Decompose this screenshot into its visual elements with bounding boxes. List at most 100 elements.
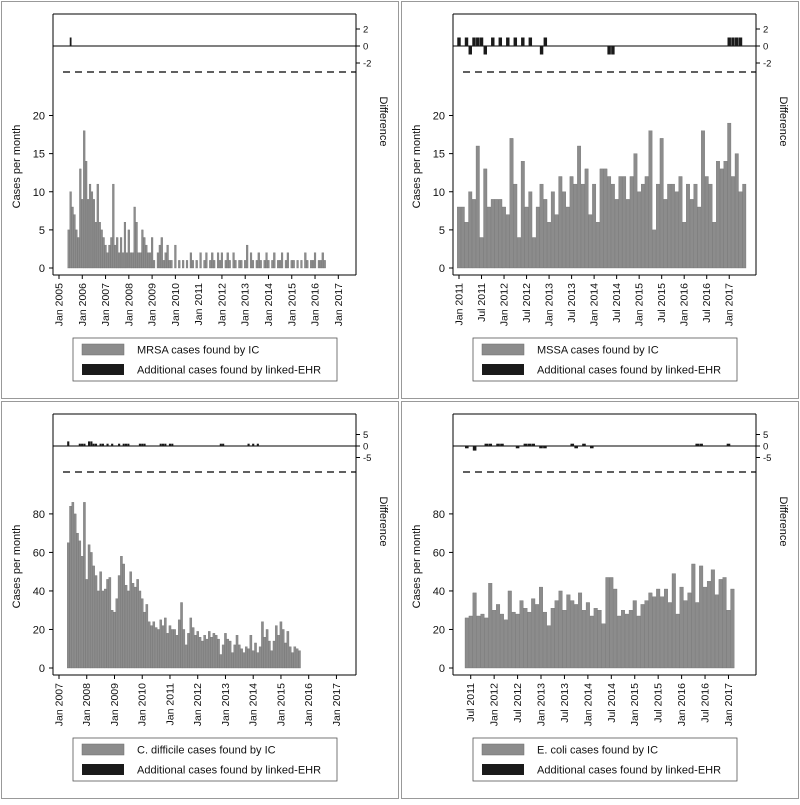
ic-cases-bar — [80, 556, 84, 669]
ic-cases-bar — [742, 183, 747, 269]
ic-cases-bar — [214, 635, 218, 669]
ic-cases-bar — [310, 260, 313, 269]
y-tick-label: 15 — [33, 149, 45, 161]
ic-cases-bar — [502, 206, 506, 269]
ic-cases-bar — [137, 252, 140, 269]
ic-cases-bar — [166, 633, 169, 669]
ic-cases-bar — [291, 652, 294, 669]
ic-cases-bar — [210, 637, 213, 669]
ic-cases-bar — [244, 260, 247, 269]
ic-cases-bar — [171, 629, 174, 669]
ic-cases-bar — [472, 592, 477, 669]
ic-cases-bar — [580, 183, 585, 269]
difference-tick-label: -2 — [763, 59, 771, 70]
ic-cases-bar — [523, 608, 528, 669]
ic-cases-bar — [503, 619, 508, 669]
ic-cases-bar — [699, 565, 704, 669]
linked-ehr-difference-bar — [523, 443, 528, 446]
linked-ehr-difference-bar — [727, 37, 731, 46]
legend-label-linked-ehr: Additional cases found by linked-EHR — [537, 365, 721, 377]
ic-cases-bar — [577, 145, 582, 269]
ic-cases-bar — [71, 502, 75, 669]
ic-cases-bar — [609, 577, 614, 669]
ic-cases-bar — [251, 260, 255, 269]
linked-ehr-difference-bar — [90, 441, 93, 446]
linked-ehr-difference-bar — [159, 443, 162, 446]
ic-cases-bar — [727, 122, 732, 269]
x-tick-label: Jan 2016 — [676, 683, 688, 726]
y-tick-label: 10 — [433, 187, 445, 199]
ic-cases-bar — [203, 260, 206, 269]
ic-cases-bar — [710, 569, 715, 669]
ic-cases-bar — [306, 260, 309, 269]
ic-cases-bar — [104, 244, 107, 269]
y-axis-title: Cases per month — [11, 525, 23, 609]
linked-ehr-difference-bar — [78, 443, 81, 446]
ic-cases-bar — [249, 252, 253, 269]
legend-label-ic: MRSA cases found by IC — [137, 345, 259, 357]
ic-cases-bar — [131, 583, 135, 669]
ic-cases-bar — [94, 575, 98, 669]
x-tick-label: Jan 2013 — [544, 283, 556, 326]
ic-cases-bar — [87, 544, 91, 669]
ic-cases-bar — [697, 206, 702, 269]
ic-cases-bar — [476, 615, 481, 669]
ic-cases-bar — [127, 590, 130, 669]
ic-cases-bar — [182, 260, 185, 269]
ic-cases-bar — [129, 252, 132, 269]
ic-cases-bar — [570, 600, 575, 669]
legend-label-ic: C. difficile cases found by IC — [137, 745, 276, 757]
ic-cases-bar — [483, 168, 488, 269]
linked-ehr-difference-bar — [252, 443, 255, 446]
ic-cases-bar — [464, 617, 469, 669]
ic-cases-bar — [487, 206, 491, 269]
ic-cases-bar — [164, 252, 167, 269]
linked-ehr-difference-bar — [138, 443, 141, 446]
ic-cases-bar — [116, 237, 119, 269]
y-tick-label: 5 — [439, 225, 445, 237]
ic-cases-bar — [238, 260, 241, 269]
ic-cases-bar — [263, 260, 266, 269]
ic-cases-bar — [88, 183, 92, 269]
ic-cases-bar — [78, 540, 82, 669]
x-tick-label: Jan 2013 — [240, 283, 252, 326]
ic-cases-bar — [162, 260, 165, 269]
ic-cases-bar — [546, 625, 551, 669]
panel-frame — [401, 401, 799, 799]
ic-cases-bar — [656, 588, 661, 669]
ic-cases-bar — [641, 183, 645, 269]
ic-cases-bar — [249, 635, 253, 669]
ic-cases-bar — [547, 222, 551, 269]
ic-cases-bar — [605, 577, 610, 669]
ic-cases-bar — [704, 176, 709, 269]
linked-ehr-difference-bar — [570, 443, 575, 446]
ic-cases-bar — [67, 542, 70, 669]
ic-cases-bar — [296, 260, 299, 269]
y-tick-label: 5 — [39, 225, 45, 237]
ic-cases-bar — [659, 138, 664, 269]
ic-cases-bar — [603, 168, 608, 269]
ic-cases-bar — [212, 633, 216, 669]
ic-cases-bar — [652, 596, 657, 669]
linked-ehr-difference-bar — [472, 446, 477, 451]
legend-label-linked-ehr: Additional cases found by linked-EHR — [137, 765, 321, 777]
ic-cases-bar — [706, 581, 711, 669]
linked-ehr-difference-bar — [607, 46, 611, 55]
linked-ehr-difference-bar — [589, 446, 594, 449]
ic-cases-bar — [708, 183, 713, 269]
legend-label-linked-ehr: Additional cases found by linked-EHR — [137, 365, 321, 377]
ic-cases-bar — [671, 183, 675, 269]
secondary-y-axis-title: Difference — [377, 497, 389, 547]
ic-cases-bar — [464, 222, 469, 269]
ic-cases-bar — [147, 621, 151, 669]
ic-cases-bar — [205, 252, 208, 269]
x-tick-label: Jan 2016 — [303, 683, 315, 726]
x-tick-label: Jan 2011 — [164, 683, 176, 726]
linked-ehr-difference-bar — [465, 446, 469, 449]
difference-tick-label: 5 — [363, 430, 368, 441]
ic-cases-bar — [738, 191, 743, 269]
ic-cases-bar — [170, 260, 173, 269]
ic-cases-bar — [686, 183, 690, 269]
linked-ehr-difference-bar — [506, 37, 510, 46]
